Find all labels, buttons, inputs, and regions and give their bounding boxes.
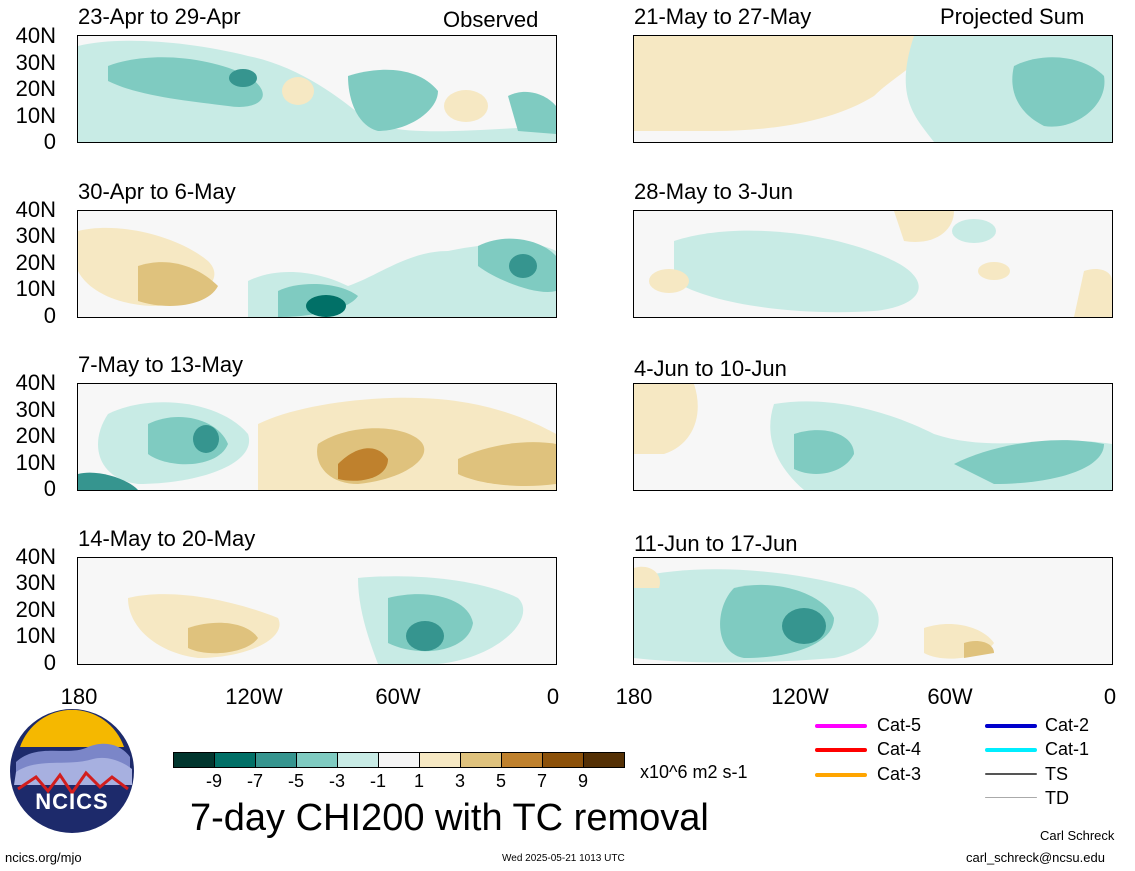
anomaly-shading xyxy=(78,397,556,490)
ncics-logo: NCICS xyxy=(8,707,136,835)
main-title: 7-day CHI200 with TC removal xyxy=(190,797,709,839)
x-tick-left-1: 180 xyxy=(60,684,98,709)
y-tick: 0 xyxy=(43,129,56,154)
panel-title-8: 11-Jun to 17-Jun xyxy=(634,531,798,556)
colorbar-swatch xyxy=(419,752,461,768)
y-tick: 0 xyxy=(43,650,56,675)
footer-timestamp: Wed 2025-05-21 1013 UTC xyxy=(502,853,625,864)
y-tick: 0 xyxy=(43,303,56,328)
panel-title-6: 28-May to 3-Jun xyxy=(634,179,793,204)
colorbar-swatch xyxy=(460,752,502,768)
map-panel-2 xyxy=(77,210,557,318)
panel-title-3: 7-May to 13-May xyxy=(78,352,244,377)
y-tick: 20N xyxy=(15,250,56,275)
map-panel-5 xyxy=(633,35,1113,143)
y-tick: 30N xyxy=(15,397,56,422)
legend-label-cat5: Cat-5 xyxy=(877,715,922,735)
y-tick: 30N xyxy=(15,570,56,595)
x-tick-left-3: 60W xyxy=(375,684,421,709)
map-panel-1 xyxy=(77,35,557,143)
panel-title-1: 23-Apr to 29-Apr xyxy=(78,4,241,29)
anomaly-shading xyxy=(78,40,556,142)
footer-email: carl_schreck@ncsu.edu xyxy=(966,850,1105,865)
anomaly-shading xyxy=(634,36,1112,142)
y-tick: 40N xyxy=(15,544,56,569)
legend-line-cat2 xyxy=(985,724,1037,728)
y-tick: 20N xyxy=(15,76,56,101)
y-tick: 40N xyxy=(15,370,56,395)
map-panel-6 xyxy=(633,210,1113,318)
y-tick: 10N xyxy=(15,103,56,128)
panel-title-2: 30-Apr to 6-May xyxy=(78,179,236,204)
panel-title-7: 4-Jun to 10-Jun xyxy=(634,356,787,381)
x-tick-left-2: 120W xyxy=(225,684,283,709)
colorbar-label: -5 xyxy=(287,771,305,791)
colorbar-swatch xyxy=(173,752,215,768)
y-tick: 30N xyxy=(15,223,56,248)
colorbar-swatch xyxy=(501,752,543,768)
logo-text: NCICS xyxy=(35,789,109,814)
y-tick: 30N xyxy=(15,50,56,75)
x-tick-right-3: 60W xyxy=(927,684,973,709)
map-panel-7 xyxy=(633,383,1113,491)
colorbar-swatch xyxy=(214,752,256,768)
colorbar-swatch xyxy=(337,752,379,768)
anomaly-shading xyxy=(128,576,524,664)
colorbar-label: 1 xyxy=(413,771,425,791)
legend-line-ts xyxy=(985,773,1037,775)
legend-line-td xyxy=(985,797,1037,798)
legend-line-cat3 xyxy=(815,773,867,777)
y-tick: 0 xyxy=(43,476,56,501)
y-tick: 10N xyxy=(15,623,56,648)
y-tick: 20N xyxy=(15,423,56,448)
legend-label-cat3: Cat-3 xyxy=(877,764,922,784)
x-tick-right-2: 120W xyxy=(771,684,829,709)
panel-title-5: 21-May to 27-May xyxy=(634,4,812,29)
colorbar-swatch xyxy=(296,752,338,768)
colorbar-swatch xyxy=(542,752,584,768)
map-panel-3 xyxy=(77,383,557,491)
colorbar-label: 7 xyxy=(536,771,548,791)
legend-label-cat1: Cat-1 xyxy=(1045,739,1090,759)
x-tick-right-1: 180 xyxy=(615,684,653,709)
anomaly-shading xyxy=(649,211,1112,317)
colorbar-label: -3 xyxy=(328,771,346,791)
colorbar-units: x10^6 m2 s-1 xyxy=(640,762,748,782)
footer-url: ncics.org/mjo xyxy=(5,850,82,865)
panel-title-4: 14-May to 20-May xyxy=(78,526,256,551)
legend-line-cat1 xyxy=(985,748,1037,752)
map-panel-4 xyxy=(77,557,557,665)
colorbar-label: 9 xyxy=(577,771,589,791)
observed-label: Observed xyxy=(443,7,539,32)
legend-label-td: TD xyxy=(1045,788,1069,808)
x-tick-right-4: 0 xyxy=(1103,684,1117,709)
colorbar-label: -9 xyxy=(205,771,223,791)
projected-sum-label: Projected Sum xyxy=(940,4,1085,29)
footer-author: Carl Schreck xyxy=(1040,828,1115,843)
legend-label-cat4: Cat-4 xyxy=(877,739,922,759)
y-tick: 40N xyxy=(15,23,56,48)
colorbar-label: 3 xyxy=(454,771,466,791)
colorbar-label: -1 xyxy=(369,771,387,791)
map-panel-8 xyxy=(633,557,1113,665)
y-tick: 20N xyxy=(15,597,56,622)
colorbar-swatch xyxy=(583,752,625,768)
y-tick: 10N xyxy=(15,450,56,475)
y-tick: 40N xyxy=(15,197,56,222)
colorbar-label: -7 xyxy=(246,771,264,791)
legend-label-ts: TS xyxy=(1045,764,1069,784)
x-tick-left-4: 0 xyxy=(546,684,560,709)
colorbar-swatch xyxy=(255,752,297,768)
y-tick: 10N xyxy=(15,276,56,301)
anomaly-shading xyxy=(634,384,1112,490)
colorbar-swatch xyxy=(378,752,420,768)
anomaly-shading xyxy=(634,566,994,663)
anomaly-shading xyxy=(78,227,556,317)
legend-label-cat2: Cat-2 xyxy=(1045,715,1090,735)
colorbar-label: 5 xyxy=(495,771,507,791)
legend-line-cat5 xyxy=(815,724,867,728)
legend-line-cat4 xyxy=(815,748,867,752)
